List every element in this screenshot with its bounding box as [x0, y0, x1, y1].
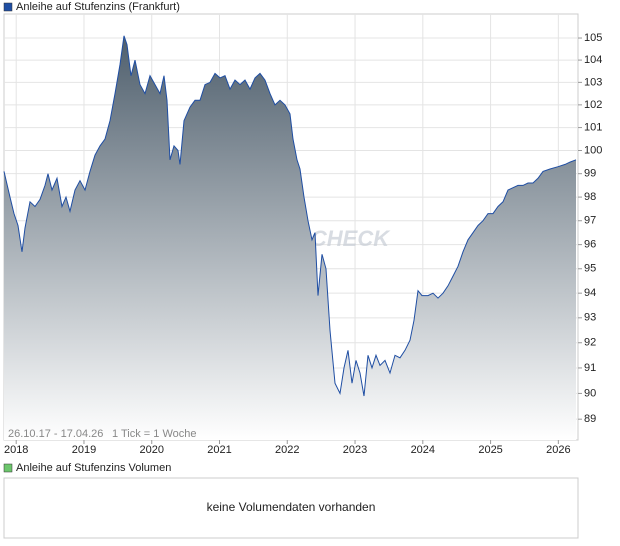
- y-tick-label: 105: [584, 32, 602, 44]
- y-tick-label: 91: [584, 362, 596, 374]
- volume-frame: [3, 477, 579, 539]
- x-tick-label: 2019: [72, 444, 96, 456]
- tick-note: 1 Tick = 1 Woche: [112, 428, 196, 440]
- legend-label: Anleihe auf Stufenzins (Frankfurt): [16, 1, 180, 13]
- y-tick-label: 90: [584, 387, 596, 399]
- y-tick-label: 97: [584, 215, 596, 227]
- y-tick-label: 96: [584, 239, 596, 251]
- y-tick-label: 104: [584, 54, 602, 66]
- y-tick-label: 102: [584, 99, 602, 111]
- y-tick-label: 95: [584, 263, 596, 275]
- y-tick-label: 98: [584, 191, 596, 203]
- volume-legend-swatch: [3, 463, 13, 473]
- y-tick-label: 99: [584, 168, 596, 180]
- x-tick-label: 2024: [411, 444, 435, 456]
- x-tick-label: 2025: [478, 444, 502, 456]
- y-tick-label: 89: [584, 413, 596, 425]
- watermark: CHECK: [311, 226, 391, 251]
- x-tick-label: 2020: [139, 444, 163, 456]
- volume-legend-label: Anleihe auf Stufenzins Volumen: [16, 462, 171, 474]
- x-tick-label: 2018: [4, 444, 28, 456]
- y-tick-label: 94: [584, 287, 596, 299]
- x-tick-label: 2023: [343, 444, 367, 456]
- x-tick-label: 2026: [546, 444, 570, 456]
- range-note: 26.10.17 - 17.04.26: [8, 428, 103, 440]
- volume-message: keine Volumendaten vorhanden: [207, 500, 376, 514]
- legend-swatch: [3, 2, 13, 12]
- y-tick-label: 103: [584, 76, 602, 88]
- y-tick-label: 100: [584, 144, 602, 156]
- area: [4, 35, 576, 441]
- x-tick-label: 2022: [275, 444, 299, 456]
- y-tick-label: 93: [584, 312, 596, 324]
- x-tick-label: 2021: [207, 444, 231, 456]
- y-tick-label: 101: [584, 121, 602, 133]
- line: [3, 35, 577, 397]
- y-tick-label: 92: [584, 337, 596, 349]
